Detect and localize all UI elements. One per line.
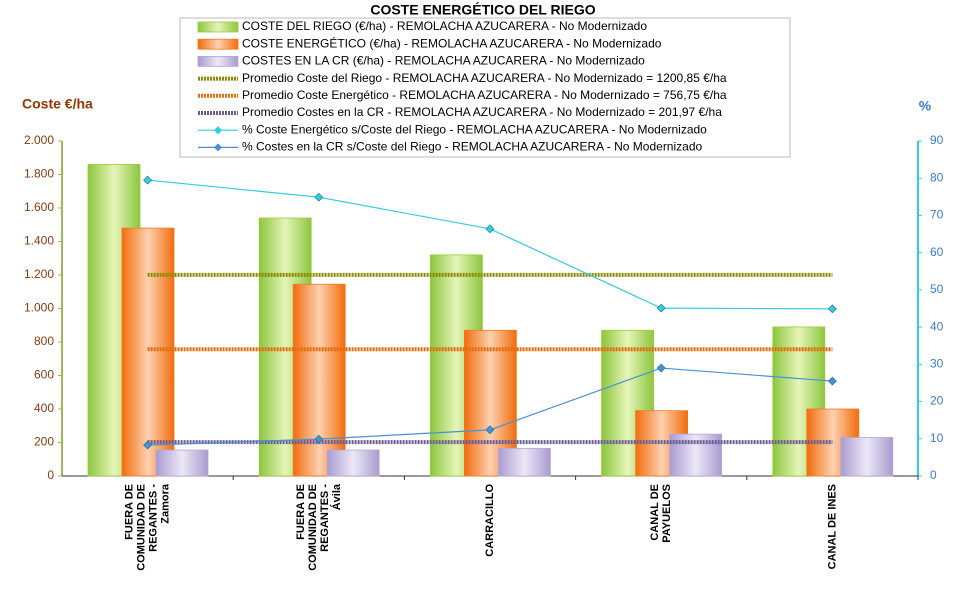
y2-tick-label: 30 [930,357,944,371]
y-tick-label: 1.800 [24,167,54,181]
x-tick-label: FUERA DECOMUNIDAD DEREGANTES -Zamora [124,483,172,571]
line-marker [314,192,324,202]
legend-swatch [197,56,239,67]
y2-tick-label: 40 [930,319,944,333]
y2-tick-label: 20 [930,394,944,408]
y2-tick-label: 90 [930,133,944,147]
legend-label: Promedio Coste del Riego - REMOLACHA AZU… [242,71,727,85]
y2-tick-label: 10 [930,431,944,445]
y-tick-label: 400 [34,401,54,415]
legend-swatch [197,38,239,50]
y-tick-label: 1.200 [24,267,54,281]
line-marker [827,376,837,386]
line-marker [314,434,324,444]
line-marker [656,363,666,373]
y-tick-label: 0 [47,468,54,482]
legend-label: % Costes en la CR s/Coste del Riego - RE… [242,140,702,154]
y-tick-label: 1.400 [24,234,54,248]
x-tick-label: FUERA DECOMUNIDAD DEREGANTES -Ávila [295,483,343,571]
legend-label: Promedio Coste Energético - REMOLACHA AZ… [242,88,727,102]
y2-tick-label: 80 [930,170,944,184]
y-tick-label: 1.000 [24,301,54,315]
bar [326,449,380,477]
y2-tick-label: 0 [930,468,937,482]
bar [121,227,175,477]
legend-box [179,17,791,158]
y-tick-label: 1.600 [24,200,54,214]
y2-tick-label: 70 [930,208,944,222]
y-tick-label: 2.000 [24,133,54,147]
line-marker [143,175,153,185]
y2-tick-label: 50 [930,282,944,296]
y2-axis-title: % [919,98,932,114]
line-series [147,179,833,310]
chart-title: COSTE ENERGÉTICO DEL RIEGO [370,2,595,18]
y-tick-label: 200 [34,435,54,449]
legend-label: % Coste Energético s/Coste del Riego - R… [242,122,707,136]
legend-label: COSTE ENERGÉTICO (€/ha) - REMOLACHA AZUC… [242,35,662,50]
legend-label: Promedio Costes en la CR - REMOLACHA AZU… [242,105,722,119]
legend-marker [214,126,222,135]
line-marker [485,224,495,234]
legend-marker [214,143,222,152]
legend-label: COSTES EN LA CR (€/ha) - REMOLACHA AZUCA… [242,54,645,68]
line-marker [827,304,837,314]
line-marker [485,425,495,435]
bar [840,437,894,477]
line-marker [143,440,153,450]
x-tick-label: CANAL DEPAYUELOS [649,484,673,543]
line-marker [656,303,666,313]
x-tick-label: CANAL DE INES [826,484,838,569]
bar [497,447,551,477]
y-axis-title: Coste €/ha [22,96,93,112]
y-tick-label: 600 [34,368,54,382]
bar [155,449,209,477]
x-tick-label: CARRACILLO [484,484,496,557]
legend-label: COSTE DEL RIEGO (€/ha) - REMOLACHA AZUCA… [242,19,647,33]
y-tick-label: 800 [34,334,54,348]
legend-swatch [197,21,239,33]
bar [292,283,346,477]
y2-tick-label: 60 [930,245,944,259]
